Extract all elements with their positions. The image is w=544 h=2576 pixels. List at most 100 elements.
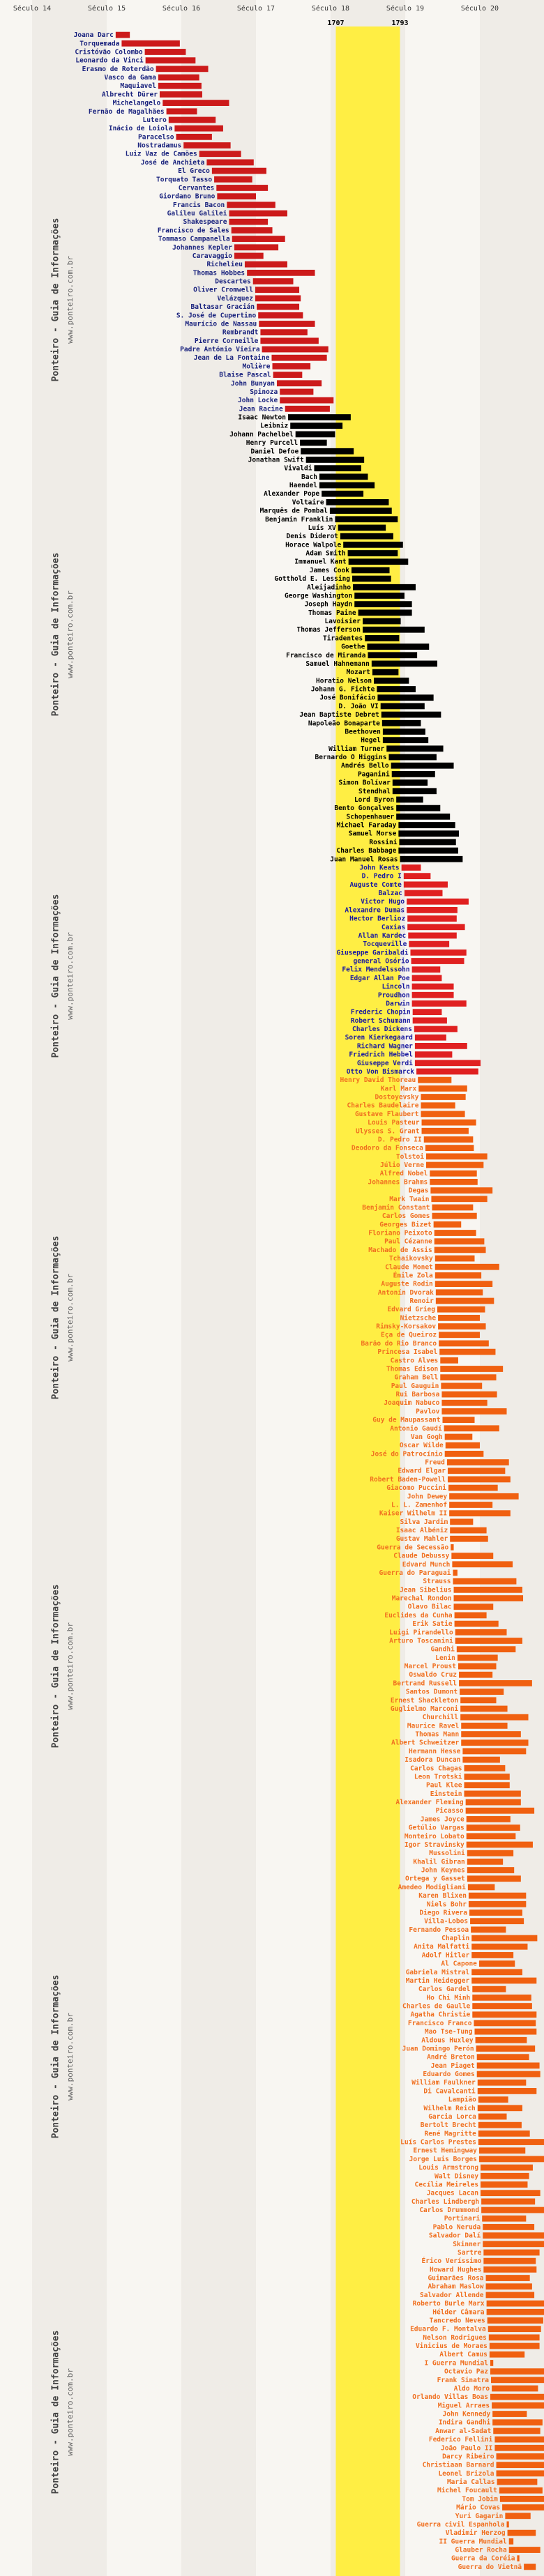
- lifespan-bar: [280, 397, 334, 404]
- lifespan-bar: [434, 1230, 476, 1236]
- person-name: Dostoyevsky: [375, 1094, 419, 1102]
- person-name: Joana Darc: [74, 31, 114, 39]
- person-name: Leon Trotski: [414, 1773, 462, 1781]
- person-name: Galileu Galilei: [167, 210, 227, 218]
- century-column: [181, 0, 256, 2576]
- person-name: Amedeo Modigliani: [398, 1884, 467, 1891]
- lifespan-bar: [457, 1654, 498, 1661]
- person-name: René Magritte: [424, 2130, 476, 2137]
- person-name: Hélder Câmara: [432, 2308, 485, 2316]
- lifespan-bar: [453, 1595, 524, 1601]
- person-name: Igor Stravinsky: [405, 1841, 464, 1849]
- lifespan-bar: [351, 567, 390, 574]
- lifespan-bar: [517, 2555, 520, 2562]
- person-name: Horace Walpole: [285, 541, 341, 549]
- lifespan-bar: [432, 1204, 474, 1211]
- lifespan-bar: [456, 1646, 516, 1653]
- lifespan-bar: [441, 1399, 488, 1406]
- person-name: Oscar Wilde: [400, 1442, 444, 1449]
- lifespan-bar: [472, 2003, 532, 2009]
- lifespan-bar: [400, 855, 463, 862]
- century-label: Século 19: [386, 4, 424, 13]
- person-name: Shakespeare: [183, 218, 227, 226]
- lifespan-bar: [492, 2411, 527, 2417]
- person-name: Guy de Maupassant: [372, 1417, 440, 1424]
- lifespan-bar: [447, 1468, 506, 1474]
- person-name: Sartre: [458, 2249, 482, 2257]
- person-name: Martin Heidegger: [406, 1977, 470, 1985]
- person-name: Horatio Nelson: [316, 677, 372, 685]
- lifespan-bar: [234, 244, 279, 251]
- person-name: Adam Smith: [305, 550, 345, 558]
- lifespan-bar: [319, 482, 375, 489]
- lifespan-bar: [290, 422, 343, 429]
- lifespan-bar: [472, 1986, 506, 1992]
- person-name: Vasco da Gama: [104, 74, 156, 82]
- person-name: Jacques Lacan: [427, 2190, 478, 2197]
- lifespan-bar: [159, 91, 202, 98]
- person-name: Vladimir Herzog: [446, 2529, 506, 2537]
- lifespan-bar: [227, 201, 275, 208]
- person-name: Thomas Paine: [308, 609, 356, 617]
- person-name: Deodoro da Fonseca: [352, 1145, 423, 1152]
- person-name: Stendhal: [358, 788, 391, 795]
- person-name: William Turner: [328, 745, 384, 753]
- lifespan-bar: [388, 754, 437, 761]
- lifespan-bar: [407, 898, 469, 905]
- person-name: Tchaikovsky: [389, 1255, 433, 1263]
- lifespan-bar: [435, 1289, 483, 1296]
- watermark-title: Ponteiro - Guia de Informações: [51, 2331, 61, 2494]
- lifespan-bar: [507, 2529, 536, 2536]
- century-label: Século 20: [461, 4, 499, 13]
- lifespan-bar: [414, 1042, 467, 1049]
- person-name: Wilhelm Reich: [423, 2105, 475, 2112]
- lifespan-bar: [488, 2334, 540, 2341]
- person-name: John Dewey: [407, 1493, 447, 1500]
- person-name: Edward Elgar: [398, 1468, 446, 1475]
- lifespan-bar: [499, 2487, 543, 2494]
- person-name: José de Anchieta: [141, 159, 205, 167]
- lifespan-bar: [421, 1094, 466, 1100]
- lifespan-bar: [492, 2419, 543, 2426]
- lifespan-bar: [440, 1357, 458, 1364]
- lifespan-bar: [455, 1638, 522, 1644]
- lifespan-bar: [421, 1102, 455, 1109]
- lifespan-bar: [490, 2360, 494, 2366]
- lifespan-bar: [358, 609, 412, 616]
- person-name: Napoleão Bonaparte: [308, 719, 380, 727]
- lifespan-bar: [174, 125, 223, 132]
- person-name: Paul Cézanne: [384, 1238, 432, 1246]
- person-name: Tom Jobim: [462, 2495, 498, 2503]
- lifespan-bar: [472, 1994, 531, 2001]
- lifespan-bar: [460, 1714, 529, 1721]
- lifespan-bar: [508, 2538, 514, 2545]
- lifespan-bar: [396, 805, 441, 811]
- person-name: Simon Bolívar: [338, 779, 391, 787]
- lifespan-bar: [216, 185, 269, 191]
- lifespan-bar: [276, 380, 322, 387]
- person-name: James Cook: [310, 567, 349, 574]
- watermark-url: www.ponteiro.com.br: [66, 1622, 75, 1710]
- lifespan-bar: [329, 508, 392, 514]
- person-name: Getúlio Vargas: [409, 1824, 464, 1832]
- lifespan-bar: [467, 1850, 514, 1857]
- person-name: Salvador Dalí: [429, 2232, 481, 2240]
- person-name: Georges Bizet: [379, 1221, 431, 1228]
- lifespan-bar: [354, 593, 405, 599]
- person-name: Paracelso: [138, 133, 174, 141]
- lifespan-bar: [432, 1212, 477, 1219]
- person-name: Johann Pachelbel: [229, 431, 294, 439]
- person-name: Arturo Toscanini: [389, 1637, 453, 1645]
- person-name: D. Pedro I: [362, 873, 402, 881]
- person-name: I Guerra Mundial: [424, 2359, 488, 2367]
- lifespan-bar: [466, 1824, 520, 1831]
- person-name: Tiradentes: [323, 634, 363, 642]
- person-name: S. José de Cupertino: [176, 312, 257, 319]
- person-name: Soren Kierkegaard: [345, 1034, 414, 1042]
- lifespan-bar: [483, 2241, 544, 2248]
- person-name: Pablo Neruda: [433, 2223, 481, 2231]
- person-name: Graham Bell: [394, 1374, 438, 1382]
- lifespan-bar: [434, 1247, 486, 1253]
- lifespan-bar: [465, 1807, 535, 1814]
- lifespan-bar: [478, 2113, 507, 2120]
